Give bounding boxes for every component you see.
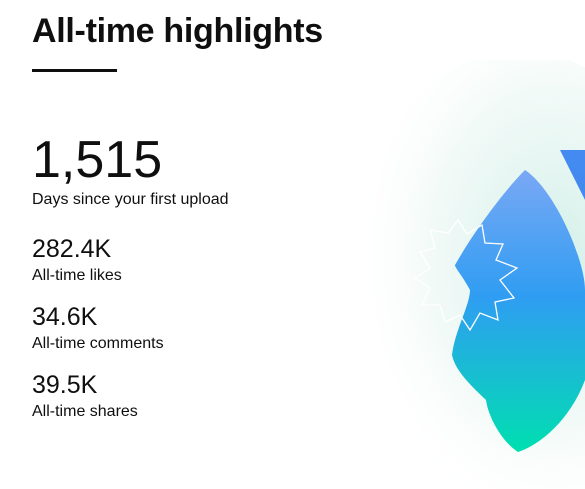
title-underline [32, 69, 117, 72]
decoration [360, 60, 585, 489]
stat-value: 39.5K [32, 371, 98, 399]
stat-label: All-time likes [32, 267, 122, 284]
title: All-time highlights [32, 12, 323, 50]
stat: 34.6K All-time comments [32, 302, 164, 354]
stat: 39.5K All-time shares [32, 370, 138, 422]
stat: 1,515 Days since your first upload [32, 132, 229, 210]
stat: 282.4K All-time likes [32, 234, 122, 286]
stat-label: All-time shares [32, 403, 138, 420]
stat-label: All-time comments [32, 335, 164, 352]
stat-value: 34.6K [32, 303, 98, 331]
stat-value: 1,515 [32, 131, 163, 189]
stat-label: Days since your first upload [32, 191, 229, 208]
stat-value: 282.4K [32, 235, 112, 263]
